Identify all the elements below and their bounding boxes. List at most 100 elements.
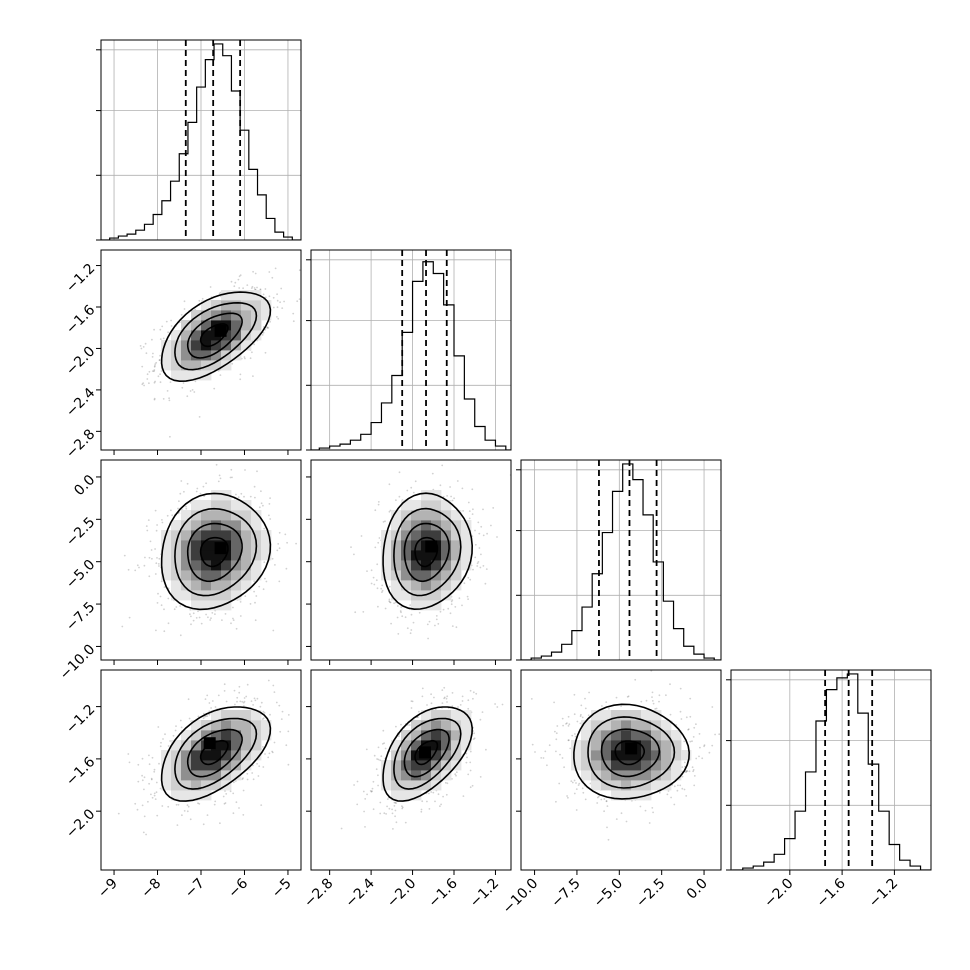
- sample-point: [417, 716, 419, 718]
- sample-point: [298, 298, 301, 300]
- sample-point: [478, 532, 481, 535]
- sample-point: [258, 765, 261, 768]
- y-tick-label: −2.4: [63, 385, 98, 420]
- density-cell: [651, 740, 662, 751]
- density-cell: [241, 580, 252, 591]
- hist-panel-3: [726, 669, 932, 871]
- density-cell: [241, 740, 252, 751]
- sample-point: [233, 285, 236, 288]
- density-cell: [601, 780, 612, 791]
- sample-point: [450, 603, 453, 606]
- sample-point: [280, 718, 283, 720]
- sample-point: [242, 814, 245, 816]
- density-cell: [171, 760, 182, 771]
- density-cell: [211, 710, 222, 721]
- sample-point: [239, 373, 242, 376]
- sample-point: [154, 548, 157, 550]
- sample-point: [439, 610, 442, 613]
- sample-point: [153, 398, 156, 401]
- density-cell: [611, 730, 622, 741]
- sample-point: [603, 798, 606, 800]
- sample-point: [708, 751, 711, 754]
- density-cell: [251, 570, 262, 581]
- sample-point: [150, 793, 152, 796]
- sample-point: [699, 746, 701, 749]
- sample-point: [182, 382, 185, 384]
- sample-point: [689, 740, 692, 743]
- contour-level: [403, 522, 450, 583]
- sample-point: [154, 509, 157, 512]
- density-cell: [381, 760, 392, 771]
- density-cell: [191, 760, 202, 771]
- sample-point: [260, 701, 263, 704]
- y-tick-label: −2.8: [63, 426, 98, 461]
- sample-point: [340, 827, 343, 830]
- sample-point: [167, 745, 170, 747]
- sample-point: [260, 502, 263, 505]
- density-cell: [181, 340, 192, 351]
- density-cell: [171, 790, 182, 801]
- sample-point: [441, 464, 444, 467]
- sample-point: [269, 320, 271, 323]
- density-cell: [251, 290, 262, 301]
- sample-point: [170, 509, 172, 512]
- sample-point: [214, 800, 217, 803]
- sample-point: [384, 747, 387, 750]
- density-cell: [641, 770, 652, 781]
- density-cell: [411, 570, 422, 581]
- sample-point: [596, 802, 599, 804]
- sample-point: [388, 510, 391, 513]
- sample-point: [161, 325, 164, 328]
- sample-point: [401, 806, 404, 809]
- density-cell: [421, 520, 432, 531]
- sample-point: [128, 616, 131, 619]
- y-tick-label: −2.0: [63, 343, 98, 378]
- sample-point: [223, 683, 226, 686]
- density-cell: [621, 730, 632, 741]
- sample-point: [158, 359, 161, 361]
- density-cell: [441, 740, 452, 751]
- density-cell: [631, 710, 642, 721]
- contour-level: [587, 716, 676, 789]
- sample-point: [233, 781, 235, 784]
- density-cell: [621, 770, 632, 781]
- sample-point: [278, 547, 281, 550]
- density-cell: [221, 710, 232, 721]
- density-cell: [191, 750, 202, 761]
- density-cell: [251, 510, 262, 521]
- density-cell: [171, 550, 182, 561]
- sample-point: [177, 507, 179, 510]
- histogram-step: [311, 261, 511, 450]
- density-cell: [421, 720, 432, 731]
- sample-point: [166, 514, 169, 517]
- sample-point: [254, 496, 256, 499]
- sample-point: [461, 604, 463, 607]
- sample-point: [295, 542, 297, 545]
- sample-point: [567, 796, 569, 799]
- density-cell: [251, 300, 262, 311]
- sample-point: [394, 815, 396, 818]
- density-cell: [181, 370, 192, 381]
- sample-point: [197, 802, 199, 805]
- density-cell: [431, 730, 442, 741]
- sample-point: [394, 801, 397, 804]
- density-cell: [211, 730, 222, 741]
- density-cell: [451, 580, 462, 591]
- sample-point: [200, 622, 203, 625]
- sample-point: [428, 792, 430, 795]
- density-cell: [581, 730, 592, 741]
- density-cell: [391, 590, 402, 601]
- sample-point: [266, 327, 268, 329]
- sample-point: [679, 784, 682, 787]
- sample-point: [183, 810, 186, 812]
- sample-point: [262, 710, 265, 713]
- sample-point: [256, 470, 258, 473]
- density-cell: [201, 750, 212, 761]
- sample-point: [244, 357, 246, 360]
- density-cell: [641, 710, 652, 721]
- density-cell: [391, 540, 402, 551]
- sample-point: [240, 492, 243, 495]
- sample-point: [268, 503, 271, 505]
- y-tick-label: 0.0: [71, 472, 98, 499]
- hist-panel-2: [516, 459, 722, 661]
